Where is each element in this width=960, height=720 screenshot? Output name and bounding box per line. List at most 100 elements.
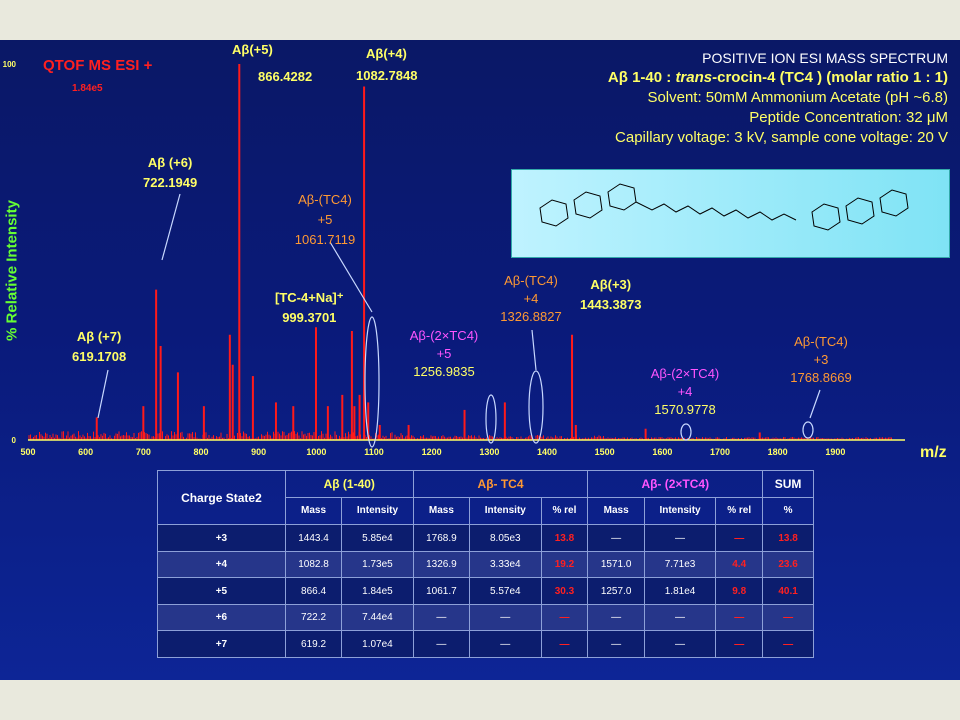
cell-d-int: — xyxy=(643,524,717,552)
cell-tc-mass: 1326.9 xyxy=(412,550,471,579)
cell-tc-int: 3.33e4 xyxy=(469,550,542,579)
cell-d-rel: — xyxy=(715,524,764,552)
info-voltage: Capillary voltage: 3 kV, sample cone vol… xyxy=(615,129,948,146)
cell-d-rel: 4.4 xyxy=(715,550,764,579)
cell-d-mass: 1257.0 xyxy=(587,577,645,605)
highlight-ellipse-2tc4 xyxy=(680,423,692,441)
x-tick-labels: 500 600 700 800 900 1000 1100 1200 1300 1400 1500 1… xyxy=(20,447,845,457)
leader-line-ab7 xyxy=(97,369,109,419)
x-tick-label: 1500 xyxy=(595,447,615,457)
cell-sum: 40.1 xyxy=(762,577,814,605)
crocin-molecule-icon xyxy=(539,183,909,231)
cell-tc-int: — xyxy=(469,603,542,632)
cell-charge: +5 xyxy=(157,577,286,605)
cell-ab-int: 1.07e4 xyxy=(341,630,414,658)
header-2tc4: Aβ- (2×TC4) xyxy=(587,470,764,498)
cell-tc-rel: — xyxy=(540,630,589,658)
cell-ab-mass: 619.2 xyxy=(284,630,343,658)
cell-sum: 13.8 xyxy=(762,524,814,552)
highlight-ellipse-tc4 xyxy=(528,370,544,444)
mass-spectrum-chart: 500 600 700 800 900 1000 1100 1200 1300 1400 1500 1… xyxy=(3,60,905,457)
x-tick-label: 1700 xyxy=(710,447,730,457)
x-tick-label: 1900 xyxy=(825,447,845,457)
highlight-ellipse-2tc5 xyxy=(485,394,497,444)
label-ab6: Aβ (+6) 722.1949 xyxy=(143,155,198,190)
highlight-ellipse-tc5 xyxy=(364,316,380,448)
cell-ab-mass: 1082.8 xyxy=(284,550,343,579)
cell-tc-int: 8.05e3 xyxy=(469,524,542,552)
highlight-ellipse-tc3 xyxy=(802,421,814,439)
header-tc4: Aβ- TC4 xyxy=(412,470,589,498)
x-tick-label: 1200 xyxy=(422,447,442,457)
cell-d-mass: — xyxy=(587,630,645,658)
x-tick-label: 1300 xyxy=(479,447,499,457)
crocin-structure-image xyxy=(511,169,950,258)
header-sum: SUM xyxy=(762,470,814,498)
label-ab4-value: 1082.7848 xyxy=(356,68,418,83)
sub-mass: Mass xyxy=(284,496,343,526)
cell-charge: +4 xyxy=(157,550,286,579)
annotation-leaders xyxy=(97,193,821,448)
cell-d-rel: — xyxy=(715,630,764,658)
cell-d-mass: — xyxy=(587,524,645,552)
label-tc-plus3: Aβ-(TC4) +3 1768.8669 xyxy=(790,334,852,385)
sub-intensity: Intensity xyxy=(469,496,542,526)
x-tick-label: 1600 xyxy=(652,447,672,457)
cell-ab-int: 1.73e5 xyxy=(341,550,414,579)
label-ab5-value: 866.4282 xyxy=(258,69,313,84)
label-2tc-plus5: Aβ-(2×TC4) +5 1256.9835 xyxy=(409,328,479,379)
header-ab: Aβ (1-40) xyxy=(284,470,414,498)
cell-sum: 23.6 xyxy=(762,550,814,579)
cell-sum: — xyxy=(762,603,814,632)
x-axis-label: m/z xyxy=(920,444,947,461)
spectrum-peaks xyxy=(95,64,761,440)
cell-tc-int: 5.57e4 xyxy=(469,577,542,605)
leader-line-tc4 xyxy=(531,329,537,371)
sub-mass: Mass xyxy=(587,496,645,526)
cell-tc-mass: 1768.9 xyxy=(412,524,471,552)
y-tick-label: 0 xyxy=(12,436,17,445)
leader-line-ab6 xyxy=(161,193,181,261)
x-tick-label: 800 xyxy=(193,447,208,457)
cell-charge: +7 xyxy=(157,630,286,658)
sub-pct: % xyxy=(762,496,814,526)
sub-intensity: Intensity xyxy=(643,496,717,526)
cell-ab-int: 5.85e4 xyxy=(341,524,414,552)
x-tick-label: 1100 xyxy=(364,447,384,457)
cell-d-int: — xyxy=(643,630,717,658)
cell-tc-rel: — xyxy=(540,603,589,632)
table-row: +5 866.4 1.84e5 1061.7 5.57e4 30.3 1257.0 1.81e… xyxy=(157,577,814,605)
cell-ab-mass: 866.4 xyxy=(284,577,343,605)
cell-d-rel: 9.8 xyxy=(715,577,764,605)
table-row: +6 722.2 7.44e4— — — — — — — xyxy=(157,603,814,632)
label-tc4na: [TC-4+Na]⁺ 999.3701 xyxy=(275,290,344,325)
cell-tc-mass: 1061.7 xyxy=(412,577,471,605)
cell-ab-int: 7.44e4 xyxy=(341,603,414,632)
y-tick-label: 100 xyxy=(3,60,17,69)
experiment-info: POSITIVE ION ESI MASS SPECTRUM Aβ 1-40 :… xyxy=(608,48,948,148)
header-charge: Charge State2 xyxy=(157,469,286,526)
leader-line-tc5 xyxy=(329,241,373,313)
charge-state-table: Charge State2 Aβ (1-40) Aβ- TC4 Aβ- (2×T… xyxy=(157,469,814,658)
label-ab5: Aβ(+5) xyxy=(232,42,273,57)
sub-intensity: Intensity xyxy=(341,496,414,526)
cell-d-rel: — xyxy=(715,603,764,632)
info-sample: Aβ 1-40 : trans-crocin-4 (TC4 ) (molar r… xyxy=(607,69,948,86)
label-tc-plus4: Aβ-(TC4) +4 1326.8827 xyxy=(500,273,562,324)
x-tick-label: 1800 xyxy=(768,447,788,457)
table-row: +7 619.2 1.07e4— — — — — — — xyxy=(157,630,814,658)
cell-tc-rel: 19.2 xyxy=(540,550,589,579)
slide: 500 600 700 800 900 1000 1100 1200 1300 1400 1500 1… xyxy=(0,40,960,680)
cell-tc-int: — xyxy=(469,630,542,658)
info-concentration: Peptide Concentration: 32 μM xyxy=(749,109,948,126)
leader-line-tc3 xyxy=(809,389,821,419)
y-tick-labels: 0 100 xyxy=(3,60,17,445)
cell-d-int: — xyxy=(643,603,717,632)
y-axis-label: % Relative Intensity xyxy=(3,200,21,341)
label-tc-plus5: Aβ-(TC4) +5 1061.7119 xyxy=(294,192,356,247)
cell-d-int: 7.71e3 xyxy=(643,550,717,579)
x-tick-label: 600 xyxy=(78,447,93,457)
sub-rel: % rel xyxy=(715,496,764,526)
sub-mass: Mass xyxy=(412,496,471,526)
label-ab4: Aβ(+4) xyxy=(366,46,407,61)
